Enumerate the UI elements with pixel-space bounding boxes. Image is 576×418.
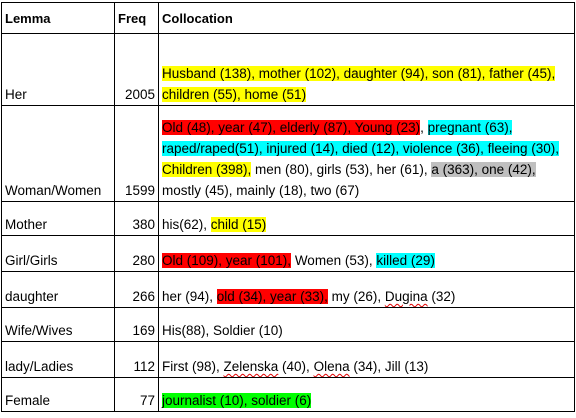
lemma-cell: Wife/Wives xyxy=(1,307,115,342)
collocate-text: my (26), xyxy=(327,289,385,304)
collocate-text: (34), Jill (13) xyxy=(349,359,429,374)
highlighted-collocate: a (363), one (42), xyxy=(431,162,536,177)
collocation-table: Lemma Freq Collocation Her 2005 Husband (1… xyxy=(1,2,575,412)
highlighted-collocate: Old (109), year (101), xyxy=(162,253,292,268)
collocate-text: Dugina xyxy=(384,289,428,304)
collocate-text: Olena xyxy=(313,359,350,374)
collocation-cell: journalist (10), soldier (6) xyxy=(158,377,575,412)
freq-cell: 380 xyxy=(114,201,159,236)
freq-cell: 112 xyxy=(114,341,159,378)
header-lemma: Lemma xyxy=(1,2,115,34)
collocation-cell: His(88), Soldier (10) xyxy=(158,307,575,342)
table-row: daughter 266 her (94), old (34), year (33)… xyxy=(1,271,575,308)
collocate-text: his(62), xyxy=(162,217,211,232)
highlighted-collocate: journalist (10), soldier (6) xyxy=(162,393,312,408)
table-row: lady/Ladies 112 First (98), Zelenska (40),… xyxy=(1,341,575,378)
collocate-text: mostly (45), mainly (18), two (67) xyxy=(162,183,360,198)
freq-cell: 2005 xyxy=(114,33,159,106)
collocate-text: , xyxy=(420,120,428,135)
highlighted-collocate: old (34), year (33), xyxy=(216,289,328,304)
freq-cell: 280 xyxy=(114,235,159,272)
header-row: Lemma Freq Collocation xyxy=(1,2,575,34)
collocation-cell: First (98), Zelenska (40), Olena (34), J… xyxy=(158,341,575,378)
lemma-cell: lady/Ladies xyxy=(1,341,115,378)
table-body: Her 2005 Husband (138), mother (102), daug… xyxy=(1,33,575,412)
collocate-text: (40), xyxy=(278,359,314,374)
table-row: Woman/Women 1599 Old (48), year (47), elde… xyxy=(1,105,575,202)
highlighted-collocate: child (15) xyxy=(210,217,267,232)
collocate-text: His(88), Soldier (10) xyxy=(162,323,283,338)
highlighted-collocate: killed (29) xyxy=(376,253,435,268)
header-collocation: Collocation xyxy=(158,2,575,34)
freq-cell: 1599 xyxy=(114,105,159,202)
header-freq: Freq xyxy=(114,2,159,34)
freq-cell: 266 xyxy=(114,271,159,308)
table-row: Mother 380 his(62), child (15) xyxy=(1,201,575,236)
highlighted-collocate: Old (48), year (47), elderly (87), Young… xyxy=(162,120,421,135)
lemma-cell: daughter xyxy=(1,271,115,308)
table-row: Female 77 journalist (10), soldier (6) xyxy=(1,377,575,412)
collocation-cell: his(62), child (15) xyxy=(158,201,575,236)
table-row: Girl/Girls 280 Old (109), year (101), Wome… xyxy=(1,235,575,272)
lemma-cell: Girl/Girls xyxy=(1,235,115,272)
collocation-cell: her (94), old (34), year (33), my (26), … xyxy=(158,271,575,308)
collocate-text: First (98), xyxy=(162,359,224,374)
lemma-cell: Female xyxy=(1,377,115,412)
collocation-cell: Husband (138), mother (102), daughter (9… xyxy=(158,33,575,106)
collocation-cell: Old (48), year (47), elderly (87), Young… xyxy=(158,105,575,202)
lemma-cell: Her xyxy=(1,33,115,106)
table-row: Wife/Wives 169 His(88), Soldier (10) xyxy=(1,307,575,342)
collocate-text: Zelenska xyxy=(223,359,279,374)
lemma-cell: Mother xyxy=(1,201,115,236)
table-row: Her 2005 Husband (138), mother (102), daug… xyxy=(1,33,575,106)
highlighted-collocate: Children (398), xyxy=(162,162,252,177)
collocate-text: her (94), xyxy=(162,289,217,304)
freq-cell: 169 xyxy=(114,307,159,342)
collocation-cell: Old (109), year (101), Women (53), kille… xyxy=(158,235,575,272)
highlighted-collocate: Husband (138), mother (102), daughter (9… xyxy=(162,66,556,102)
collocate-text: men (80), girls (53), her (61), xyxy=(251,162,432,177)
collocate-text: (32) xyxy=(427,289,456,304)
lemma-cell: Woman/Women xyxy=(1,105,115,202)
collocate-text: Women (53), xyxy=(291,253,377,268)
freq-cell: 77 xyxy=(114,377,159,412)
